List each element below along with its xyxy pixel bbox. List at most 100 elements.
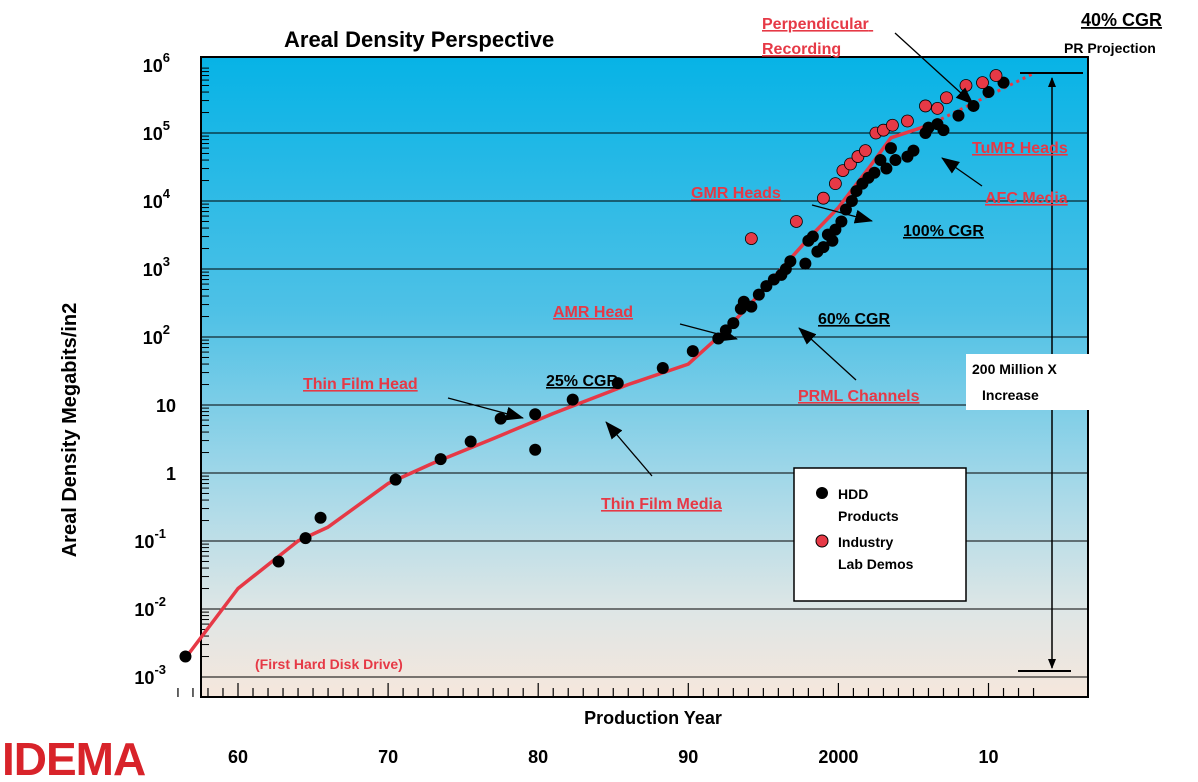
legend-label-hdd: HDD — [838, 486, 868, 502]
y-axis-label: Areal Density Megabits/in2 — [59, 303, 81, 558]
y-tick-label: 10 — [156, 396, 176, 416]
hdd-point — [907, 144, 920, 157]
hdd-point — [464, 435, 477, 448]
minor-ticks — [177, 67, 1035, 697]
y-tick-label: 10-2 — [134, 594, 166, 620]
x-tick-label: 70 — [378, 747, 398, 767]
x-tick-label: 60 — [228, 747, 248, 767]
annotation-prml: PRML Channels — [798, 388, 920, 405]
legend: HDD Products Industry Lab Demos — [793, 467, 967, 602]
hdd-point — [937, 124, 950, 137]
annotation-thin-film-media: Thin Film Media — [601, 496, 722, 513]
legend-label-lab-2: Lab Demos — [838, 556, 914, 572]
hdd-point — [952, 109, 965, 122]
lab-demo-point — [919, 99, 932, 113]
annotation-perpendicular: Perpendicular Recording — [762, 16, 873, 58]
hdd-point — [806, 230, 819, 243]
x-tick-labels: 60 70 80 90 2000 10 — [228, 747, 999, 767]
lab-demo-point — [789, 215, 803, 228]
annotation-afc-media: AFC Media — [985, 190, 1068, 207]
x-tick-label: 2000 — [818, 747, 858, 767]
legend-label-lab: Industry — [838, 534, 893, 550]
hdd-point — [494, 412, 507, 425]
lab-demo-point — [940, 91, 953, 105]
arrow-thin-film-media — [605, 421, 653, 477]
hdd-point — [656, 362, 669, 375]
arrow-amr-head — [679, 323, 738, 342]
annotation-perpendicular-line2: Recording — [762, 41, 841, 58]
lab-demo-point — [816, 191, 830, 205]
hdd-point — [566, 393, 579, 406]
lab-demo-point — [976, 76, 989, 90]
y-tick-label: 1 — [166, 464, 176, 484]
legend-marker-hdd — [816, 487, 828, 499]
annotation-gmr-heads: GMR Heads — [691, 185, 781, 202]
annotation-perpendicular-line1: Perpendicular — [762, 16, 869, 33]
hdd-point — [529, 443, 542, 456]
hdd-point — [922, 121, 935, 134]
y-tick-label: 105 — [143, 118, 170, 144]
annotation-100-cgr: 100% CGR — [903, 223, 984, 240]
legend-label-hdd-2: Products — [838, 508, 899, 524]
chart-title: Areal Density Perspective — [284, 27, 554, 52]
hdd-point — [314, 511, 327, 524]
hdd-point — [611, 377, 624, 390]
hdd-point — [799, 257, 812, 270]
annotation-25-cgr: 25% CGR — [546, 373, 618, 390]
hdd-point — [752, 288, 765, 301]
hdd-point — [839, 203, 852, 216]
hdd-point — [967, 99, 980, 112]
lab-demo-point — [859, 144, 872, 158]
hdd-point — [272, 555, 285, 568]
hdd-point — [817, 241, 830, 254]
lab-demo-point — [901, 114, 914, 128]
y-tick-label: 106 — [143, 50, 170, 76]
hdd-point — [179, 650, 192, 663]
hdd-point — [826, 234, 839, 247]
projection-line — [927, 72, 1035, 127]
hdd-point — [784, 255, 797, 268]
lab-demo-point — [959, 79, 973, 92]
hdd-point — [868, 166, 881, 179]
legend-marker-lab — [815, 534, 829, 548]
hdd-point — [299, 532, 312, 545]
annotation-amr-head: AMR Head — [553, 304, 633, 321]
hdd-point — [835, 215, 848, 228]
annotations: (First Hard Disk Drive) Thin Film Head 2… — [255, 10, 1162, 672]
hdd-point — [845, 195, 858, 207]
idema-logo: IDEMA — [2, 733, 146, 782]
hdd-point — [884, 142, 897, 155]
trend-line — [184, 123, 930, 660]
hdd-point — [889, 154, 902, 167]
annotation-60-cgr: 60% CGR — [818, 311, 890, 328]
annotation-thin-film-head: Thin Film Head — [303, 376, 418, 393]
y-tick-label: 104 — [143, 186, 171, 212]
lab-demo-point — [886, 118, 899, 132]
x-tick-label: 90 — [678, 747, 698, 767]
y-tick-label: 10-1 — [134, 526, 166, 552]
hdd-point — [745, 300, 758, 313]
hdd-point — [874, 154, 887, 167]
annotation-first-hdd: (First Hard Disk Drive) — [255, 656, 403, 672]
increase-line2: Increase — [982, 387, 1039, 403]
arrow-perpendicular — [894, 32, 974, 105]
lab-demo-points — [744, 69, 1003, 245]
hdd-point — [982, 86, 995, 99]
hdd-point — [880, 162, 893, 175]
y-tick-labels: 10-3 10-2 10-1 1 10 102 103 104 105 106 — [134, 50, 176, 688]
hdd-point — [686, 345, 699, 358]
y-tick-label: 102 — [143, 322, 170, 348]
arrow-gmr-heads — [811, 204, 873, 224]
y-tick-label: 103 — [143, 254, 170, 280]
arrow-thin-film-head — [447, 397, 524, 421]
increase-line1: 200 Million X — [972, 361, 1057, 377]
annotation-tumr-heads: TuMR Heads — [972, 140, 1068, 157]
annotation-pr-projection: PR Projection — [1064, 40, 1156, 56]
lab-demo-point — [744, 232, 758, 245]
lab-demo-point — [828, 177, 842, 191]
hdd-point — [727, 317, 740, 330]
lab-demo-point — [989, 69, 1003, 82]
x-tick-label: 10 — [978, 747, 998, 767]
annotation-40-cgr: 40% CGR — [1081, 10, 1162, 30]
